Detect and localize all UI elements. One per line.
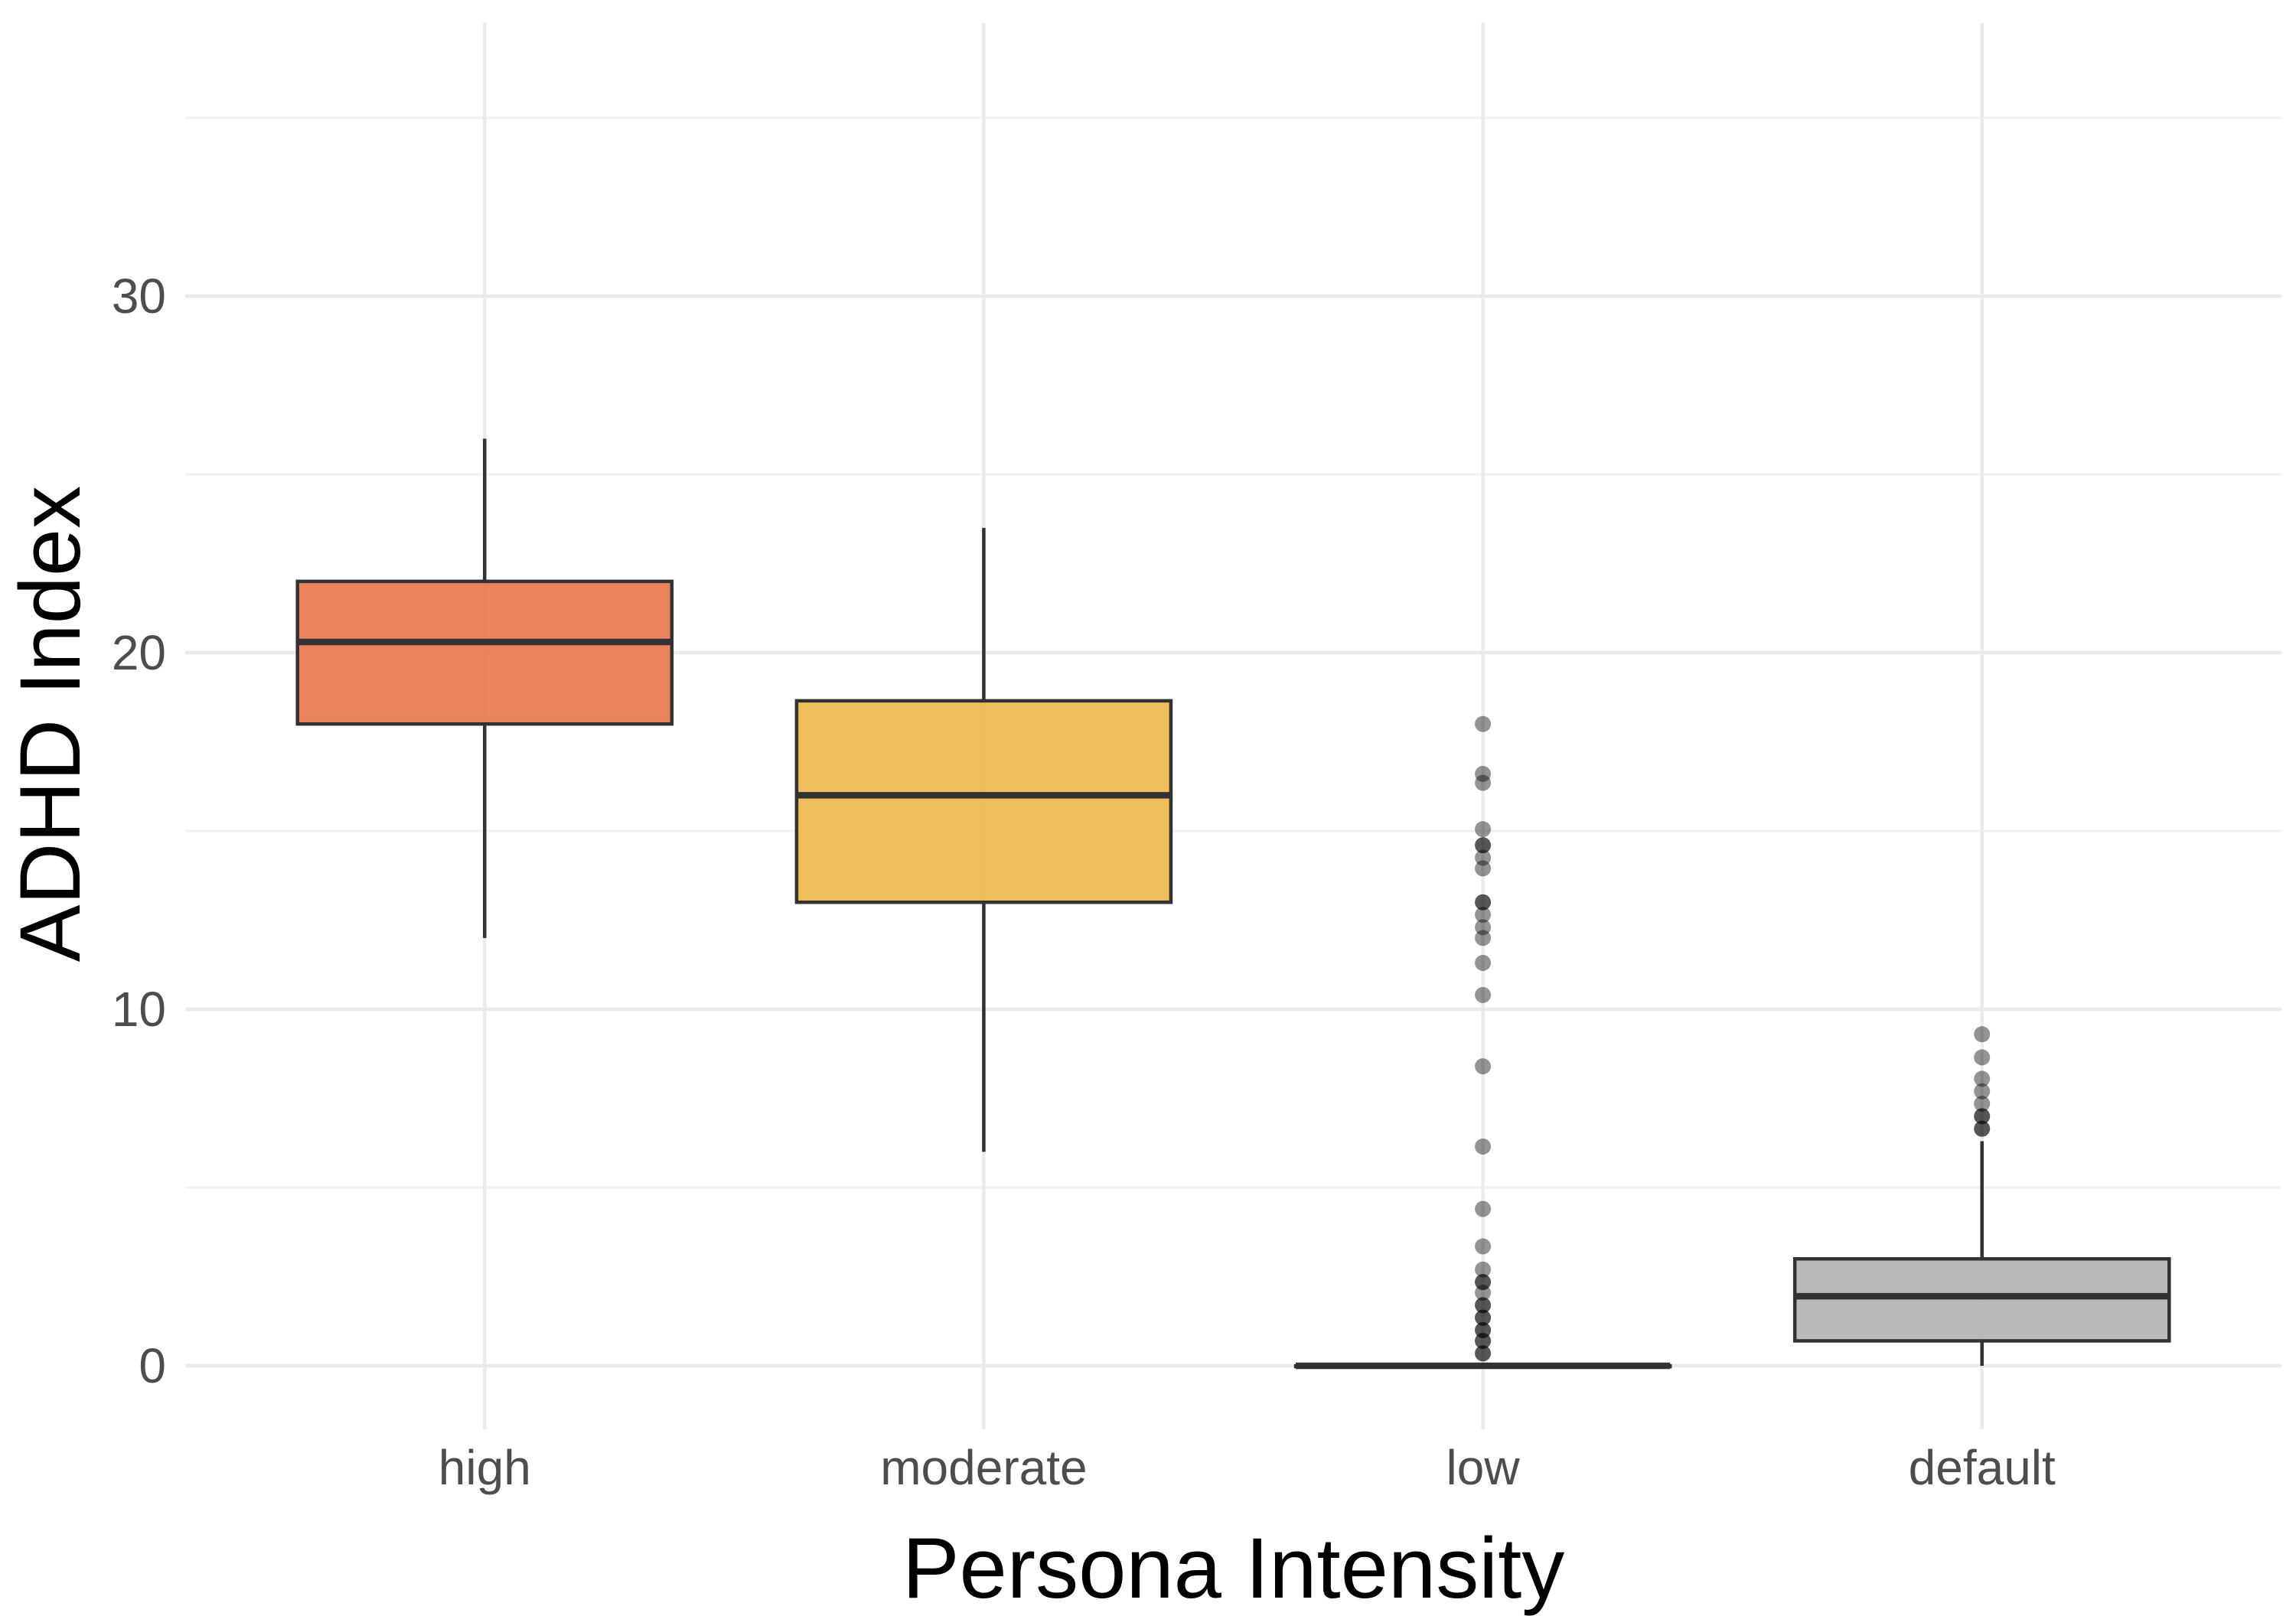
outlier-dot [1974,1108,1991,1125]
outlier-dot [1475,1345,1492,1362]
outlier-dot [1475,765,1492,782]
x-axis-title: Persona Intensity [902,1520,1565,1616]
outlier-dot [1475,1285,1492,1302]
y-tick-label-10: 10 [111,982,166,1038]
outlier-dot [1974,1026,1991,1043]
outlier-dot [1475,821,1492,838]
y-tick-label-30: 30 [111,268,166,324]
y-tick-label-0: 0 [139,1338,166,1394]
outlier-dot [1475,1261,1492,1278]
outlier-dot [1475,894,1492,911]
outlier-dot [1974,1096,1991,1113]
outlier-dot [1475,1058,1492,1075]
box-high [295,579,674,726]
box-default [1792,1256,2171,1343]
outlier-dot [1475,715,1492,732]
outlier-dot [1475,954,1492,971]
outlier-dot [1475,837,1492,854]
outlier-dot [1475,1332,1492,1349]
outlier-dot [1475,837,1492,854]
outlier-dot [1475,986,1492,1003]
outlier-dot [1974,1049,1991,1066]
y-tick-label-20: 20 [111,624,166,680]
outlier-dot [1475,860,1492,877]
outlier-dot [1475,1297,1492,1314]
outlier-dot [1475,1345,1492,1362]
outlier-dot [1475,907,1492,924]
outlier-dot [1475,1238,1492,1255]
outlier-dot [1475,774,1492,791]
outlier-dot [1475,1309,1492,1326]
outlier-dot [1475,1321,1492,1338]
x-tick-label-moderate: moderate [880,1440,1088,1495]
outlier-dot [1475,1138,1492,1155]
outlier-dot [1475,1309,1492,1326]
outlier-dot [1974,1120,1991,1137]
outlier-dot [1475,1297,1492,1314]
outlier-dot [1475,1332,1492,1349]
outlier-dot [1974,1070,1991,1087]
outlier-dot [1974,1120,1991,1137]
outlier-dot [1475,919,1492,936]
y-axis-tick-labels: 0 10 20 30 [0,0,166,1607]
x-tick-label-high: high [438,1440,531,1495]
outlier-dot [1475,1201,1492,1217]
x-tick-label-low: low [1446,1440,1520,1495]
outlier-dot [1475,1274,1492,1291]
outlier-dot [1475,1274,1492,1291]
box-moderate [794,699,1173,904]
x-tick-label-default: default [1908,1440,2056,1495]
outlier-dot [1475,894,1492,911]
outlier-dot [1475,930,1492,946]
outlier-dot [1475,1321,1492,1338]
outlier-dot [1974,1108,1991,1125]
y-axis-title: ADHD Index [2,485,98,963]
outlier-dot [1974,1083,1991,1100]
outlier-dot [1475,849,1492,866]
